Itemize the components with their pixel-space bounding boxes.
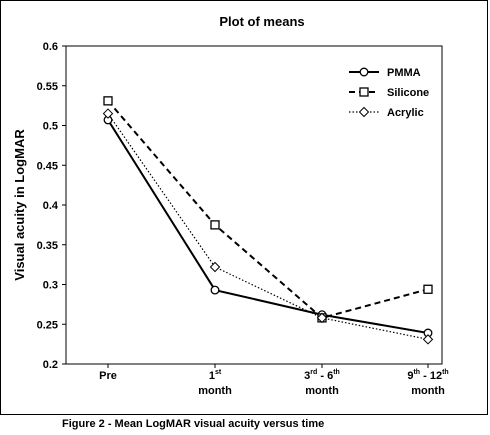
y-tick-label: 0.35 — [37, 240, 58, 252]
figure-frame — [0, 0, 488, 415]
data-point-pmma — [210, 285, 220, 295]
data-point-acrylic — [422, 334, 434, 345]
legend-marker-pmma — [359, 67, 369, 77]
y-tick-label: 0.6 — [43, 41, 58, 53]
y-tick-label: 0.3 — [43, 280, 58, 292]
series-line-silicone — [107, 100, 429, 319]
x-tick-label: 3rd - 6th — [304, 369, 340, 382]
y-tick-label: 0.5 — [43, 121, 58, 133]
y-tick-label: 0.55 — [37, 81, 58, 93]
chart-title: Plot of means — [219, 14, 304, 29]
legend-label-acrylic: Acrylic — [387, 107, 424, 119]
data-point-acrylic — [316, 312, 328, 324]
data-point-silicone — [103, 96, 113, 106]
plot-area-frame — [65, 45, 443, 365]
legend-marker-acrylic — [358, 106, 370, 118]
data-point-acrylic — [209, 261, 221, 273]
legend-label-pmma: PMMA — [387, 67, 421, 79]
y-tick-label: 0.4 — [43, 200, 59, 212]
data-point-silicone — [210, 220, 220, 230]
y-tick-label: 0.2 — [43, 359, 58, 371]
x-tick-label-line2: month — [198, 385, 232, 397]
legend-label-silicone: Silicone — [387, 87, 429, 99]
y-axis-label: Visual acuity in LogMAR — [12, 129, 27, 281]
figure-caption: Figure 2 - Mean LogMAR visual acuity ver… — [62, 418, 325, 430]
x-tick-label-line2: month — [305, 385, 339, 397]
x-tick-label-line2: month — [411, 385, 445, 397]
line-chart: Plot of means 0.2 0.25 0.3 0.35 0.4 0.45 0.5 0.… — [12, 14, 449, 397]
x-tick-label: Pre — [99, 370, 117, 382]
series-line-acrylic — [107, 113, 429, 340]
x-tick-label: 9th - 12th — [407, 369, 448, 382]
y-tick-label: 0.45 — [37, 160, 58, 172]
x-tick-label: 1st — [209, 369, 222, 382]
legend-marker-silicone — [359, 87, 369, 97]
data-point-silicone — [423, 284, 433, 294]
y-tick-label: 0.25 — [37, 319, 58, 331]
series-line-pmma — [107, 119, 429, 334]
data-point-acrylic — [102, 108, 114, 119]
